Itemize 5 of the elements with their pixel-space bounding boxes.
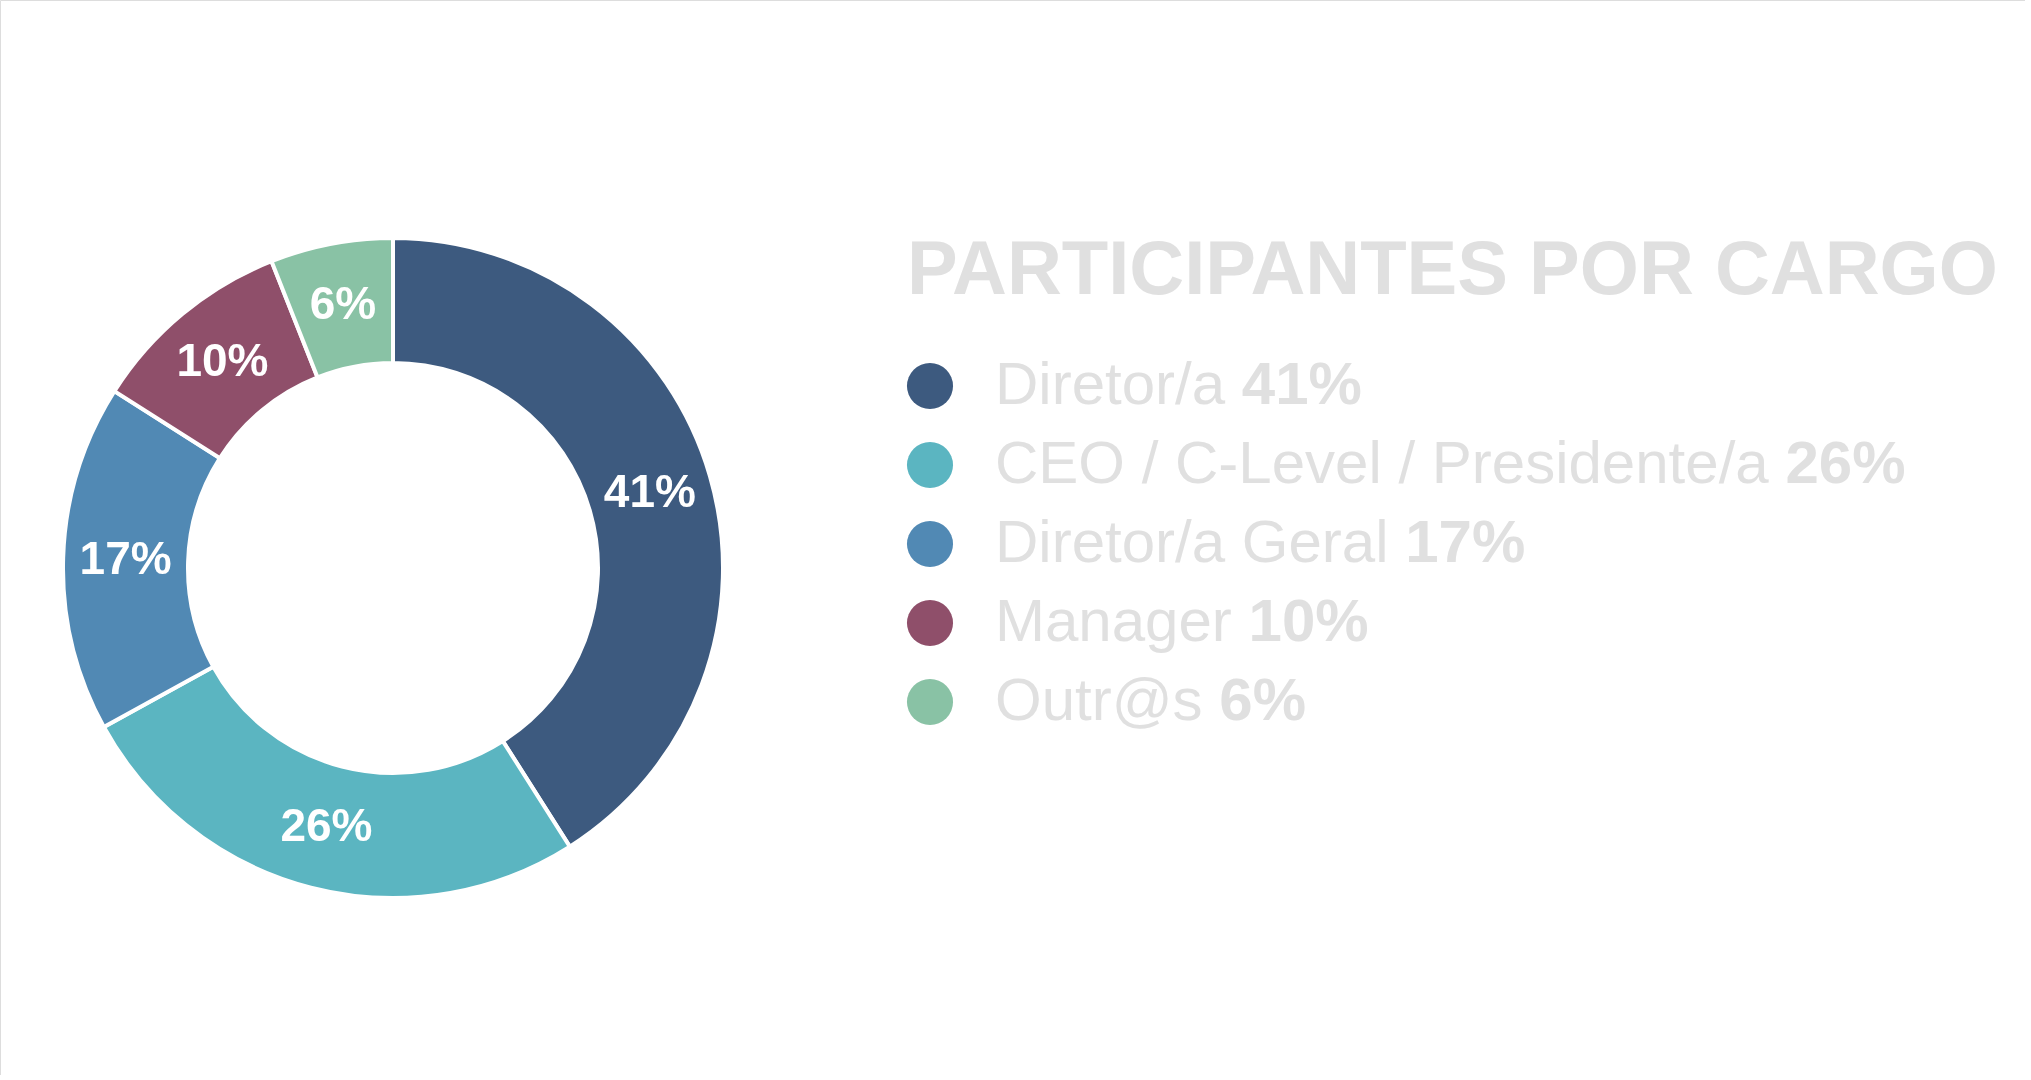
data-label: 17% (79, 531, 172, 584)
data-label: 10% (176, 333, 269, 386)
data-label: 6% (309, 277, 377, 330)
data-label: 26% (280, 799, 373, 852)
data-label: 41% (603, 465, 696, 518)
